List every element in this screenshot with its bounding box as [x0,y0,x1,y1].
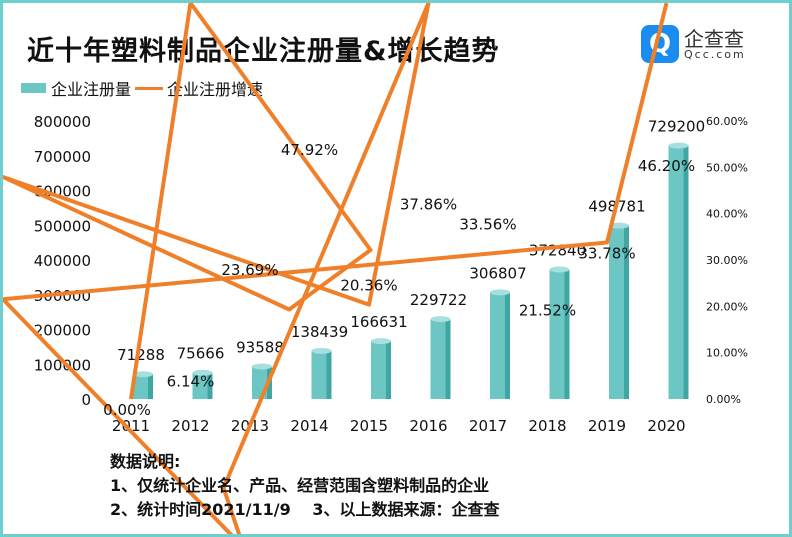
line-label: 0.00% [103,401,151,419]
notes-heading: 数据说明: [110,452,181,471]
bar-label: 138439 [291,323,348,341]
x-tick: 2016 [409,417,447,435]
bar-label: 729200 [648,118,705,136]
y-left-tick: 800000 [34,113,91,131]
y-right-tick: 10.00% [706,347,748,360]
chart-plot: 0100000200000300000400000500000600000700… [3,3,748,534]
y-left-tick: 700000 [34,148,91,166]
notes-line2: 2、统计时间2021/11/9 3、以上数据来源：企查查 [110,500,500,519]
line-label: 33.56% [459,216,516,234]
bar-side [683,145,689,399]
legend-line-swatch [135,86,164,90]
notes-line1: 1、仅统计企业名、产品、经营范围含塑料制品的企业 [110,476,490,495]
y-left-tick: 100000 [34,356,91,374]
x-tick: 2020 [647,417,685,435]
line-label: 47.92% [281,141,338,159]
legend-line-label: 企业注册增速 [167,80,264,99]
x-tick: 2012 [171,417,209,435]
bar-top [430,316,451,323]
y-right-tick: 60.00% [706,115,748,128]
bar-label: 75666 [177,345,225,363]
bar-label: 229722 [410,291,467,309]
bar-label: 71288 [117,346,165,364]
x-tick: 2017 [469,417,507,435]
bar-side [207,372,213,399]
x-tick: 2015 [350,417,388,435]
y-right-tick: 40.00% [706,208,748,221]
logo-en: Qcc.com [684,47,746,61]
line-label: 33.78% [578,244,635,262]
line-label: 21.52% [519,301,576,319]
bar-top [490,289,510,296]
legend: 企业注册量 企业注册增速 [21,76,263,100]
bar-label: 93588 [236,338,284,356]
y-right-tick: 20.00% [706,300,748,313]
bar-label: 306807 [469,264,526,282]
y-right-tick: 0.00% [706,393,741,406]
notes: 数据说明: 1、仅统计企业名、产品、经营范围含塑料制品的企业 2、统计时间202… [110,450,499,522]
x-tick: 2014 [290,417,328,435]
y-right-tick: 30.00% [706,254,748,267]
line-label: 23.69% [221,261,278,279]
line-label: 46.20% [638,157,695,175]
x-tick: 2019 [588,417,626,435]
bar-top [371,338,391,345]
y-right-tick: 50.00% [706,161,748,174]
bar-side [386,341,391,399]
y-left-tick: 400000 [34,252,91,270]
growth-line [3,3,669,534]
bar-side [326,350,332,399]
y-left-tick: 500000 [34,217,91,235]
bar-side [505,292,510,399]
legend-bar-label: 企业注册量 [51,80,132,99]
logo-cn: 企查查 [684,26,744,51]
bar-top [311,347,332,354]
bar-side [624,225,629,399]
bar-top [609,222,629,229]
y-left-tick: 0 [81,391,91,409]
legend-bar-swatch [21,83,46,93]
bar-side [148,374,153,399]
line-label: 37.86% [400,196,457,214]
bar-top [668,142,689,149]
bar-top [133,371,153,378]
bar-side [564,269,570,399]
bar-label: 166631 [350,313,407,331]
line-label: 6.14% [167,373,215,391]
bar-top [252,363,272,370]
bar-top [549,266,570,273]
x-tick: 2018 [528,417,566,435]
line-label: 20.36% [340,277,397,295]
y-left-tick: 200000 [34,322,91,340]
bar-side [445,319,451,399]
bar-top [192,369,213,376]
